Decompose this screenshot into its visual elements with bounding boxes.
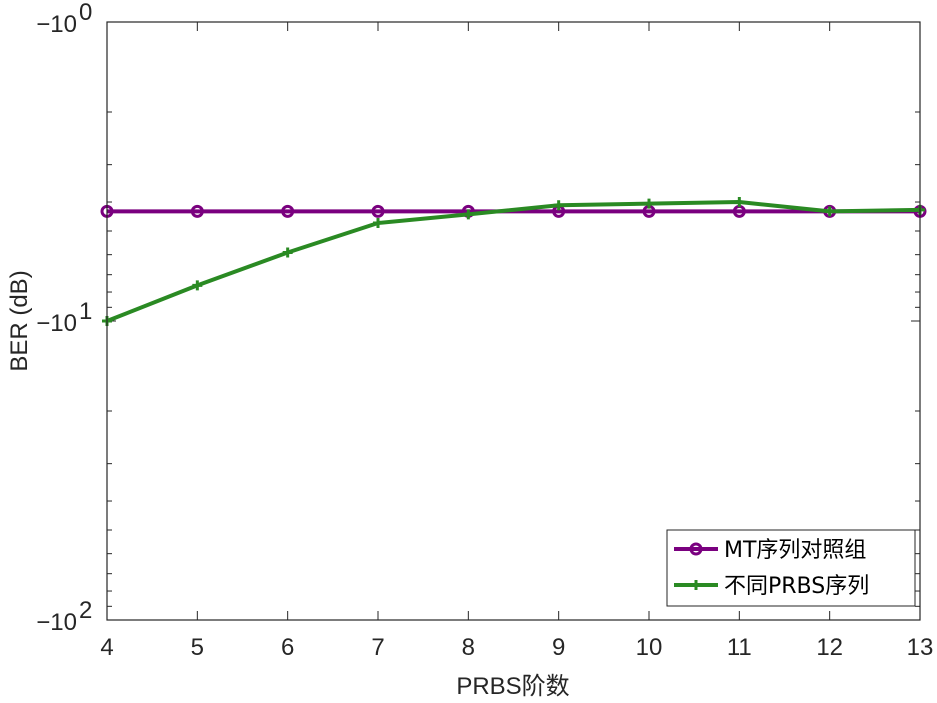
data-point-plus xyxy=(282,247,293,258)
y-tick-exponent: 0 xyxy=(79,0,92,26)
plot-frame xyxy=(106,21,921,621)
legend-entry-1: 不同PRBS序列 xyxy=(674,574,869,599)
legend-entry-0: MT序列对照组 xyxy=(674,538,866,563)
data-point-plus xyxy=(463,209,474,220)
data-point-plus xyxy=(373,217,383,228)
data-point-plus xyxy=(553,200,564,211)
data-point-plus xyxy=(644,198,654,209)
y-tick-exponent: 1 xyxy=(79,298,92,325)
x-tick-labels: 4 5 6 7 8 9 10 11 12 13 xyxy=(100,634,933,661)
legend-marker-plus-1 xyxy=(691,580,701,590)
y-tick-label: −10 xyxy=(36,609,77,636)
x-tick-label: 9 xyxy=(552,634,565,661)
legend-box xyxy=(666,529,916,607)
x-tick-label: 4 xyxy=(100,634,113,661)
x-tick-label: 8 xyxy=(462,634,475,661)
series-line-1 xyxy=(106,200,921,323)
data-point-plus xyxy=(824,206,835,217)
y-tick-label: −10 xyxy=(36,11,77,38)
x-tick-label: 13 xyxy=(907,634,934,661)
x-tick-label: 12 xyxy=(816,634,843,661)
x-tick-label: 6 xyxy=(281,634,294,661)
data-point-circle xyxy=(190,204,204,218)
data-point-plus xyxy=(734,197,745,208)
x-tick-label: 10 xyxy=(636,634,663,661)
y-tick-labels: −10 0−10 1−10 2 xyxy=(36,0,92,636)
x-axis-label: PRBS阶数 xyxy=(456,673,569,700)
legend-label-1: 不同PRBS序列 xyxy=(724,574,869,599)
data-point-circle xyxy=(371,204,385,218)
y-tick-label: −10 xyxy=(36,310,77,337)
legend-marker-circle-0 xyxy=(689,542,703,556)
data-point-circle xyxy=(281,204,295,218)
plot-area xyxy=(107,22,920,620)
x-tick-label: 7 xyxy=(371,634,384,661)
x-tick-label: 11 xyxy=(727,634,752,661)
legend-label-0: MT序列对照组 xyxy=(724,538,866,563)
y-axis-label: BER (dB) xyxy=(6,270,33,371)
legend: MT序列对照组 不同PRBS序列 xyxy=(666,529,916,607)
y-tick-exponent: 2 xyxy=(79,597,92,624)
x-tick-label: 5 xyxy=(191,634,204,661)
data-point-plus xyxy=(192,280,203,291)
